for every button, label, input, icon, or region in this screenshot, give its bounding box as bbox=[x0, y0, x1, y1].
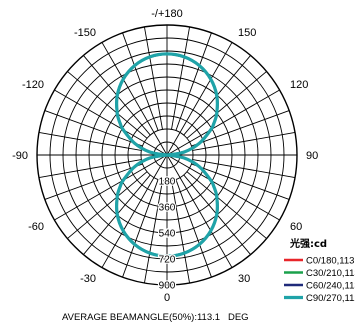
angle-label: 60 bbox=[290, 221, 302, 233]
angle-label: -120 bbox=[22, 79, 44, 91]
grid-spoke bbox=[192, 159, 296, 179]
grid-spoke bbox=[54, 89, 168, 156]
intensity-curves bbox=[115, 52, 219, 258]
grid-spoke bbox=[38, 131, 142, 151]
angle-label: -/+180 bbox=[151, 8, 183, 20]
grid-spoke bbox=[186, 171, 267, 239]
grid-spoke bbox=[171, 26, 191, 130]
radial-tick-label: 180 bbox=[159, 177, 176, 188]
grid-spoke bbox=[44, 110, 143, 147]
angle-label: -90 bbox=[12, 150, 28, 162]
angle-label: 0 bbox=[164, 292, 170, 304]
grid-spoke bbox=[143, 180, 163, 284]
grid-spoke bbox=[143, 26, 163, 130]
average-beam-angle: AVERAGE BEAMANGLE(50%):113.1 DEG bbox=[62, 312, 249, 323]
radial-tick-labels: 180 360 540 720 900 bbox=[157, 175, 177, 293]
polar-grid bbox=[36, 24, 298, 286]
grid-spoke bbox=[192, 131, 296, 151]
grid-spoke bbox=[44, 163, 143, 200]
angle-label: -60 bbox=[28, 221, 44, 233]
grid-spoke bbox=[166, 154, 280, 221]
legend-label: C0/180,113.7 bbox=[306, 256, 355, 267]
grid-spoke bbox=[175, 32, 212, 131]
legend-label: C90/270,112.4 bbox=[306, 293, 355, 304]
radial-tick-label: 720 bbox=[159, 255, 176, 266]
grid-spoke bbox=[67, 71, 148, 139]
unit-label: 光强:cd bbox=[289, 237, 327, 250]
radial-tick-label: 900 bbox=[159, 281, 176, 292]
grid-spoke bbox=[171, 180, 191, 284]
grid-spoke bbox=[186, 71, 267, 139]
radial-tick-label: 360 bbox=[159, 203, 176, 214]
angle-labels: -/+180 150 120 90 60 30 0 -30 -60 -90 -120 -150 bbox=[12, 8, 318, 304]
grid-spoke bbox=[166, 42, 233, 156]
grid-spoke bbox=[54, 154, 168, 221]
grid-spoke bbox=[38, 159, 142, 179]
angle-label: -30 bbox=[80, 273, 96, 285]
grid-spoke bbox=[175, 179, 212, 278]
legend-label: C60/240,113.0 bbox=[306, 281, 355, 292]
radial-tick-label: 540 bbox=[159, 229, 176, 240]
grid-spoke bbox=[122, 179, 159, 278]
legend: C0/180,113.7C30/210,113.5 C60/240,113.0C9… bbox=[284, 256, 355, 304]
legend-label: C30/210,113.5 bbox=[306, 268, 355, 279]
grid-spoke bbox=[166, 89, 280, 156]
series-curve-3 bbox=[115, 52, 219, 258]
grid-spoke bbox=[191, 163, 290, 200]
angle-label: 30 bbox=[238, 273, 250, 285]
grid-spoke bbox=[101, 154, 168, 268]
grid-spoke bbox=[166, 154, 233, 268]
angle-label: 90 bbox=[306, 150, 318, 162]
grid-spoke bbox=[191, 110, 290, 147]
grid-spoke bbox=[67, 171, 148, 239]
angle-label: 120 bbox=[290, 79, 308, 91]
grid-spoke bbox=[101, 42, 168, 156]
angle-label: 150 bbox=[238, 27, 256, 39]
angle-label: -150 bbox=[74, 27, 96, 39]
grid-spoke bbox=[122, 32, 159, 131]
